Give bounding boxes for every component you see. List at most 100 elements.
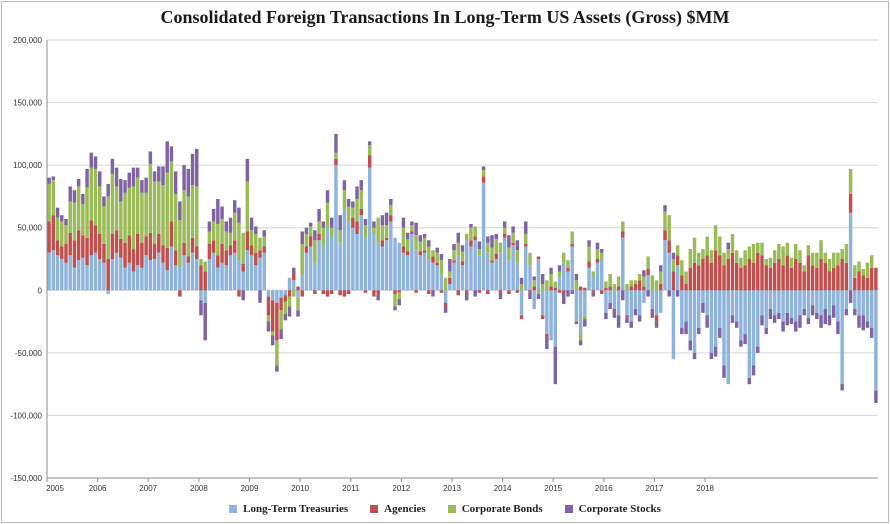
bar-segment [410,233,414,291]
bar-segment [448,271,452,278]
bar-segment [418,241,423,252]
bar-segment [389,198,393,206]
bar-segment [228,217,233,233]
bar-segment [76,178,81,187]
bar-segment [186,168,191,197]
bar-segment [806,255,811,291]
bar-segment [207,243,212,259]
x-tick-label: 2010 [291,484,309,493]
bar-segment [671,259,676,272]
bar-segment [633,309,638,316]
bar-segment [532,280,536,287]
bar-segment [195,148,199,187]
bar-segment [751,243,756,263]
bar-segment [785,255,790,291]
bar-segment [819,259,823,291]
bar-segment [642,286,646,291]
bar-segment [756,242,760,253]
bar-segment [498,242,503,253]
bar-segment [376,294,380,301]
bar-segment [76,260,81,291]
bar-segment [498,252,503,291]
bar-segment [726,259,730,291]
bar-segment [372,221,376,228]
bar-segment [85,265,89,291]
bars [47,133,878,403]
bar-segment [671,252,676,259]
bar-segment [659,271,663,285]
bar-segment [93,168,98,226]
bar-segment [473,240,477,291]
bar-segment [857,315,861,328]
bar-segment [650,309,655,312]
bar-segment [768,257,773,268]
bar-segment [186,196,191,257]
bar-segment [338,290,342,296]
bar-segment [519,284,524,291]
bar-segment [772,315,777,323]
bar-segment [549,290,553,341]
bar-segment [178,220,182,268]
x-tick-label: 2014 [494,484,512,493]
bar-segment [756,346,760,353]
x-tick-label: 2006 [89,484,107,493]
bar-segment [76,186,81,231]
bar-segment [637,274,642,281]
bar-segment [806,317,811,325]
bar-segment [848,168,853,194]
bar-segment [549,267,553,275]
bar-segment [102,262,106,291]
bar-segment [486,290,490,295]
bar-segment [182,190,186,243]
bar-segment [692,352,697,360]
bar-segment [616,286,621,291]
bar-segment [625,315,629,318]
bar-segment [334,158,338,166]
bar-segment [135,167,140,178]
bar-segment [237,222,241,261]
bar-segment [874,290,878,391]
bar-segment [747,290,752,378]
bar-segment [325,202,330,228]
bar-segment [696,290,701,328]
bar-segment [262,236,266,247]
bar-segment [540,315,545,320]
bar-segment [566,290,570,297]
bar-segment [621,290,625,301]
bar-segment [47,177,51,184]
bar-segment [469,227,473,241]
bar-segment [216,267,220,291]
bar-segment [123,180,127,193]
bar-segment [241,271,245,291]
bar-segment [249,230,254,246]
bar-segment [292,267,296,275]
bar-segment [287,290,292,297]
bar-segment [718,255,722,291]
bar-segment [515,262,520,291]
bar-segment [131,271,136,291]
bar-segment [85,168,89,188]
bar-segment [806,290,811,318]
bar-segment [422,233,427,238]
bar-segment [279,329,283,340]
bar-segment [460,251,465,262]
bar-segment [524,246,528,291]
bar-segment [730,290,735,316]
bar-segment [220,218,224,244]
bar-segment [308,246,313,291]
bar-segment [81,203,85,236]
bar-segment [583,319,587,327]
bar-segment [502,227,507,234]
bar-segment [152,243,157,259]
bar-segment [629,280,633,287]
bar-segment [131,248,136,272]
bar-segment [203,302,207,341]
x-tick-label: 2018 [696,484,714,493]
bar-segment [422,250,427,253]
bar-segment [701,302,705,313]
bar-segment [330,237,334,291]
bar-segment [182,255,186,291]
bar-segment [595,248,600,259]
bar-segment [435,247,439,253]
bar-segment [684,271,688,285]
